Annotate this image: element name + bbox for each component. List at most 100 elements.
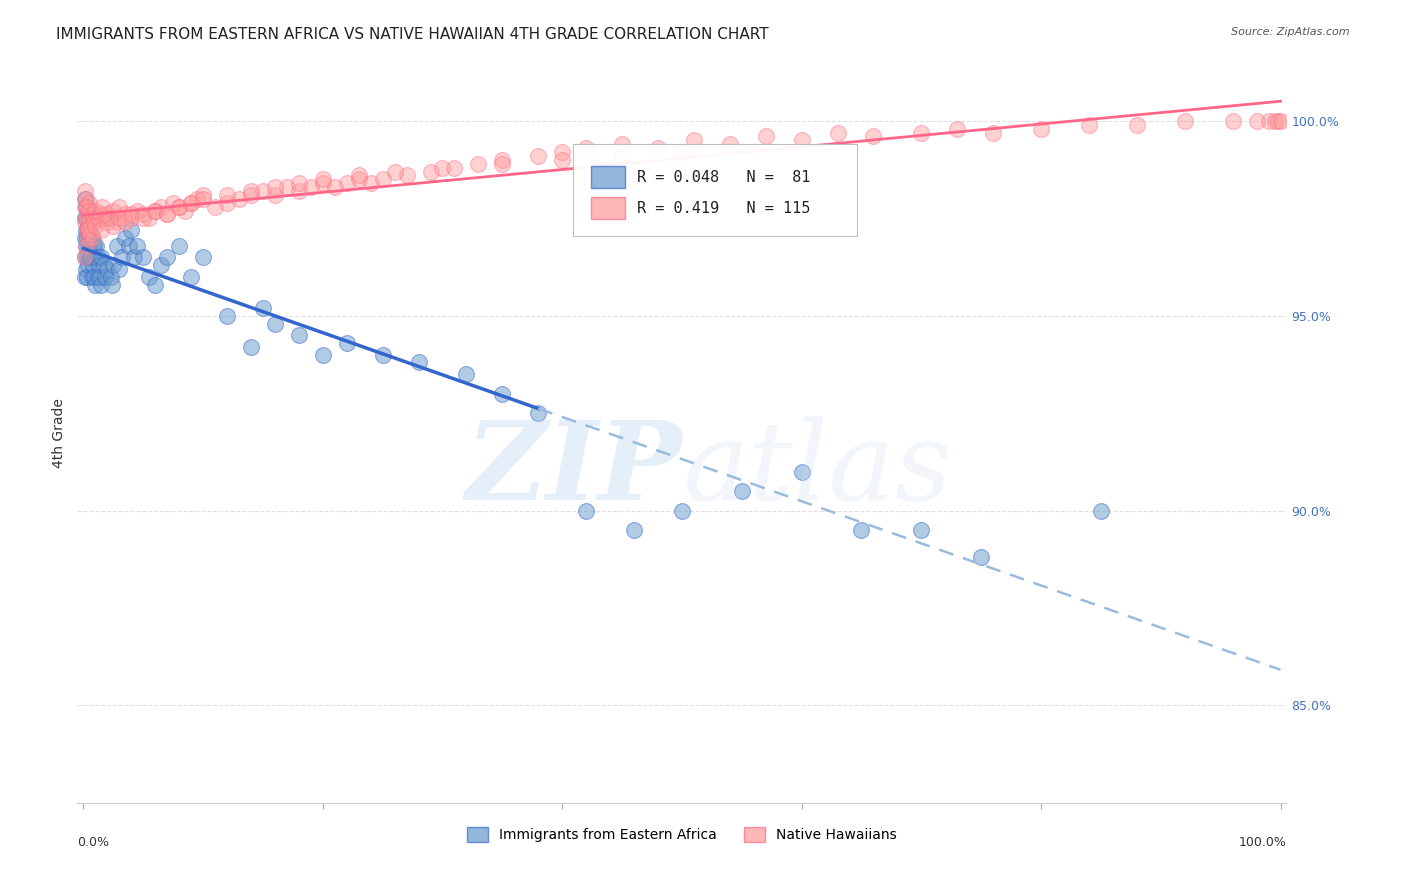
Point bbox=[75, 262, 97, 277]
Point bbox=[191, 188, 214, 202]
Point bbox=[86, 238, 108, 252]
Point bbox=[73, 231, 96, 245]
Point bbox=[419, 164, 441, 178]
Point bbox=[981, 126, 1004, 140]
Point bbox=[75, 200, 97, 214]
Point bbox=[86, 211, 108, 226]
Point bbox=[82, 231, 104, 245]
Point bbox=[575, 141, 598, 155]
Point bbox=[288, 176, 311, 190]
Point bbox=[84, 250, 107, 264]
Point bbox=[79, 211, 101, 226]
Point bbox=[408, 355, 430, 369]
Point bbox=[79, 250, 101, 264]
Point bbox=[98, 211, 121, 226]
Point bbox=[1257, 114, 1279, 128]
Y-axis label: 4th Grade: 4th Grade bbox=[52, 398, 66, 467]
Point bbox=[551, 145, 574, 159]
Point bbox=[263, 188, 285, 202]
Point bbox=[1270, 114, 1292, 128]
Point bbox=[527, 149, 550, 163]
Point bbox=[851, 523, 873, 537]
Point bbox=[156, 207, 179, 221]
Point bbox=[790, 465, 813, 479]
Point bbox=[76, 269, 98, 284]
Point bbox=[551, 153, 574, 167]
Point bbox=[87, 258, 110, 272]
Point bbox=[174, 203, 197, 218]
Point bbox=[167, 238, 190, 252]
Point bbox=[122, 250, 145, 264]
Point bbox=[82, 211, 104, 226]
Point bbox=[120, 211, 142, 226]
Point bbox=[467, 157, 489, 171]
Point bbox=[90, 223, 112, 237]
Point bbox=[647, 141, 669, 155]
Point bbox=[384, 164, 406, 178]
Point bbox=[79, 211, 101, 226]
Point bbox=[79, 231, 101, 245]
Point bbox=[336, 336, 359, 351]
Point bbox=[456, 367, 478, 381]
Point bbox=[86, 250, 108, 264]
Point bbox=[299, 180, 322, 194]
Point bbox=[790, 133, 813, 147]
Point bbox=[89, 269, 111, 284]
Point bbox=[103, 203, 125, 218]
Point bbox=[191, 250, 214, 264]
Point bbox=[77, 223, 100, 237]
Point bbox=[239, 188, 262, 202]
Point bbox=[360, 176, 382, 190]
Point bbox=[150, 200, 173, 214]
Point bbox=[73, 215, 96, 229]
Point bbox=[100, 269, 122, 284]
Point bbox=[1246, 114, 1268, 128]
Point bbox=[186, 192, 208, 206]
Point bbox=[610, 149, 633, 163]
Point bbox=[101, 277, 124, 292]
Point bbox=[731, 484, 754, 499]
Point bbox=[79, 219, 101, 233]
Point bbox=[132, 250, 155, 264]
Point bbox=[76, 223, 98, 237]
Point bbox=[347, 169, 370, 183]
Text: ZIP: ZIP bbox=[465, 416, 682, 524]
Point bbox=[143, 203, 166, 218]
Point bbox=[755, 129, 778, 144]
Text: Source: ZipAtlas.com: Source: ZipAtlas.com bbox=[1232, 27, 1350, 37]
Point bbox=[96, 207, 118, 221]
Point bbox=[77, 223, 100, 237]
Point bbox=[1090, 503, 1112, 517]
Point bbox=[80, 250, 103, 264]
Point bbox=[82, 258, 104, 272]
Point bbox=[86, 269, 108, 284]
Point bbox=[94, 211, 117, 226]
Point bbox=[491, 386, 513, 401]
Point bbox=[718, 137, 741, 152]
Point bbox=[1263, 114, 1285, 128]
Point bbox=[138, 269, 160, 284]
Point bbox=[118, 238, 141, 252]
Point bbox=[263, 180, 285, 194]
Point bbox=[371, 348, 394, 362]
Point bbox=[77, 203, 100, 218]
Point bbox=[83, 215, 105, 229]
Point bbox=[946, 121, 969, 136]
Point bbox=[180, 195, 202, 210]
Point bbox=[167, 200, 190, 214]
FancyBboxPatch shape bbox=[592, 166, 626, 188]
Point bbox=[75, 223, 97, 237]
Text: 100.0%: 100.0% bbox=[1239, 836, 1286, 849]
Point bbox=[77, 238, 100, 252]
Point bbox=[1222, 114, 1244, 128]
Point bbox=[862, 129, 884, 144]
Point bbox=[156, 250, 179, 264]
Point bbox=[323, 180, 346, 194]
Point bbox=[276, 180, 298, 194]
Point bbox=[156, 207, 179, 221]
Point bbox=[138, 211, 160, 226]
Point bbox=[443, 161, 465, 175]
Point bbox=[90, 250, 112, 264]
FancyBboxPatch shape bbox=[592, 197, 626, 219]
Point bbox=[239, 184, 262, 198]
